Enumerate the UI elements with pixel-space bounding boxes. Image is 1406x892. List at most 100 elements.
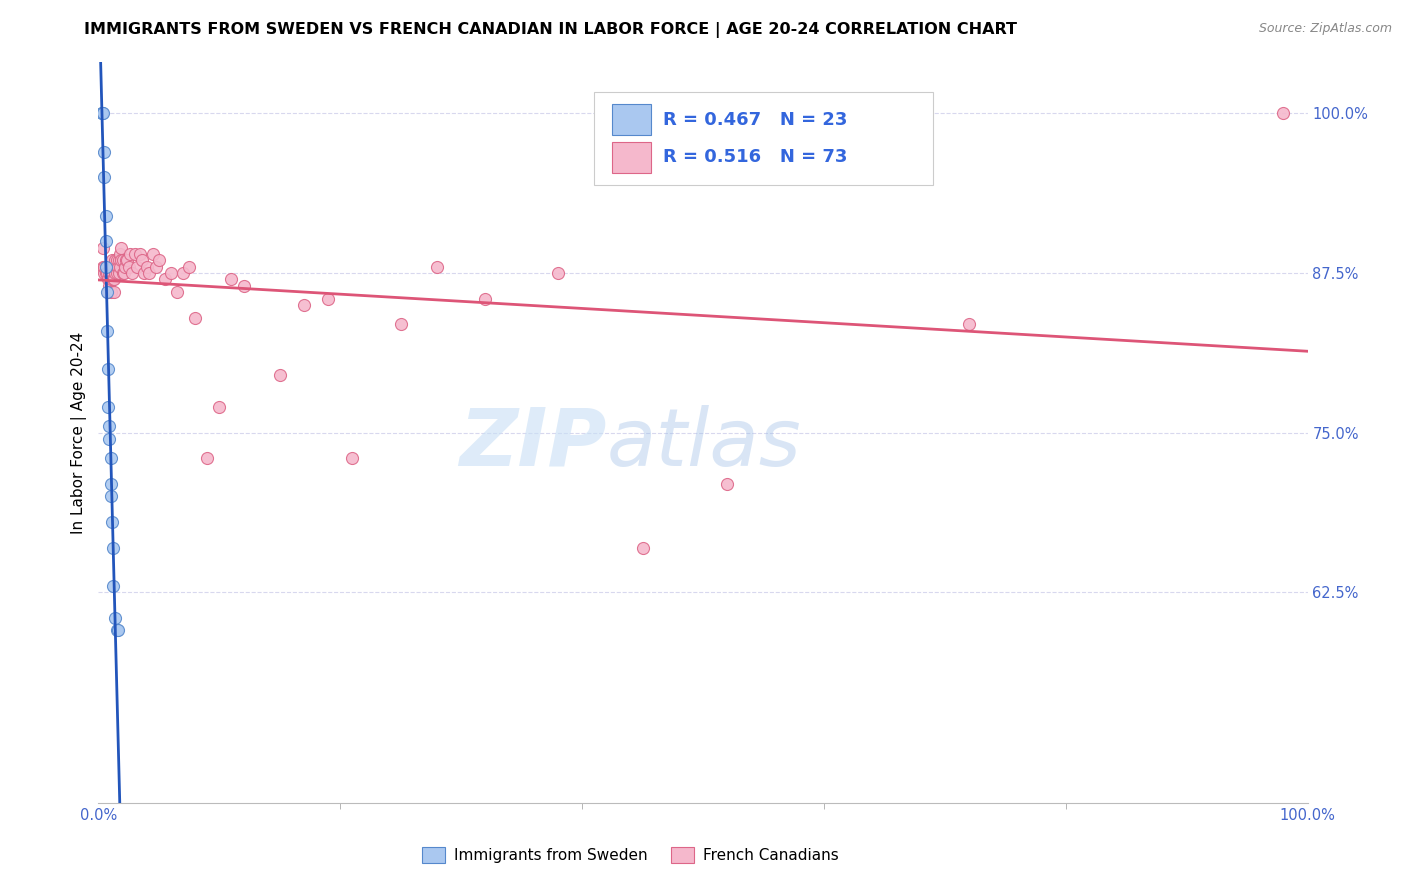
Point xyxy=(98,432,121,446)
Point xyxy=(91,106,114,120)
Point xyxy=(232,278,254,293)
Point xyxy=(93,170,115,185)
Point xyxy=(91,106,114,120)
Point xyxy=(96,266,118,280)
Text: R = 0.516   N = 73: R = 0.516 N = 73 xyxy=(664,148,848,166)
Point xyxy=(145,260,167,274)
Point xyxy=(108,247,131,261)
Point xyxy=(100,515,122,529)
Point xyxy=(474,292,496,306)
Point xyxy=(93,260,115,274)
Point xyxy=(101,579,124,593)
Point xyxy=(94,234,117,248)
Point xyxy=(166,285,188,300)
Point xyxy=(153,272,176,286)
Point xyxy=(142,247,165,261)
Point xyxy=(195,451,218,466)
Point xyxy=(98,278,121,293)
Point xyxy=(172,266,194,280)
Point xyxy=(124,247,146,261)
Point xyxy=(111,266,134,280)
FancyBboxPatch shape xyxy=(613,142,651,173)
Point xyxy=(93,145,115,159)
Point xyxy=(316,292,339,306)
Point xyxy=(221,272,243,286)
Point xyxy=(91,106,114,120)
Point xyxy=(103,272,125,286)
Point xyxy=(91,260,114,274)
Point xyxy=(94,209,117,223)
Point xyxy=(160,266,183,280)
Point xyxy=(97,361,120,376)
Point xyxy=(93,266,115,280)
Point xyxy=(100,260,122,274)
Point xyxy=(100,272,122,286)
Point xyxy=(426,260,449,274)
Point xyxy=(91,240,114,255)
Point xyxy=(389,317,412,331)
Point xyxy=(134,266,156,280)
Point xyxy=(97,400,120,414)
Point xyxy=(110,253,132,268)
Point xyxy=(269,368,291,383)
Point xyxy=(100,451,122,466)
Point xyxy=(107,260,129,274)
Point xyxy=(101,260,124,274)
Point xyxy=(148,253,170,268)
Point xyxy=(115,253,138,268)
Point xyxy=(131,253,153,268)
FancyBboxPatch shape xyxy=(595,92,932,185)
Point xyxy=(98,419,121,434)
Point xyxy=(1272,106,1295,120)
Point xyxy=(111,253,134,268)
Point xyxy=(97,272,120,286)
Point xyxy=(117,253,139,268)
Point xyxy=(96,285,118,300)
Point xyxy=(114,260,136,274)
Point xyxy=(108,260,131,274)
Point xyxy=(105,624,128,638)
Point xyxy=(100,476,122,491)
Point xyxy=(96,324,118,338)
Point xyxy=(97,285,120,300)
Point xyxy=(957,317,980,331)
Text: ZIP: ZIP xyxy=(458,405,606,483)
Point xyxy=(108,266,131,280)
Point xyxy=(97,285,120,300)
Point xyxy=(104,266,127,280)
Point xyxy=(100,285,122,300)
Y-axis label: In Labor Force | Age 20-24: In Labor Force | Age 20-24 xyxy=(72,332,87,533)
Point xyxy=(105,253,128,268)
Point xyxy=(342,451,364,466)
Point xyxy=(103,285,125,300)
Text: atlas: atlas xyxy=(606,405,801,483)
Point xyxy=(98,266,121,280)
Point xyxy=(118,260,141,274)
Point xyxy=(138,266,160,280)
Text: R = 0.467   N = 23: R = 0.467 N = 23 xyxy=(664,111,848,128)
Point xyxy=(716,476,738,491)
Point xyxy=(104,253,127,268)
Point xyxy=(100,490,122,504)
Text: Source: ZipAtlas.com: Source: ZipAtlas.com xyxy=(1258,22,1392,36)
Point xyxy=(631,541,654,555)
FancyBboxPatch shape xyxy=(613,104,651,136)
Point xyxy=(547,266,569,280)
Point xyxy=(128,247,150,261)
Point xyxy=(94,266,117,280)
Text: IMMIGRANTS FROM SWEDEN VS FRENCH CANADIAN IN LABOR FORCE | AGE 20-24 CORRELATION: IMMIGRANTS FROM SWEDEN VS FRENCH CANADIA… xyxy=(84,22,1018,38)
Point xyxy=(100,253,122,268)
Point xyxy=(135,260,157,274)
Point xyxy=(104,611,127,625)
Point xyxy=(107,624,129,638)
Point xyxy=(179,260,201,274)
Point xyxy=(208,400,231,414)
Point xyxy=(118,247,141,261)
Point xyxy=(127,260,149,274)
Point xyxy=(184,310,207,325)
Point xyxy=(112,266,135,280)
Legend: Immigrants from Sweden, French Canadians: Immigrants from Sweden, French Canadians xyxy=(416,841,845,869)
Point xyxy=(292,298,315,312)
Point xyxy=(121,266,143,280)
Point xyxy=(101,272,124,286)
